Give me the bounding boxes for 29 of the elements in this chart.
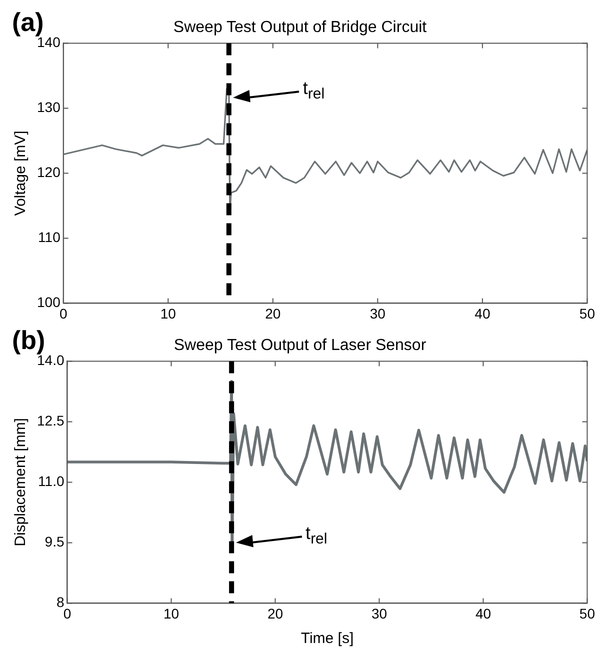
ref-line-label: t$_{rel}$ (302, 78, 325, 104)
x-tick-label: 30 (371, 605, 388, 622)
x-tick-label: 20 (265, 305, 281, 322)
y-axis-title: Voltage [mV] (12, 130, 30, 216)
y-tick-label: 11.0 (38, 473, 64, 490)
x-tick-label: 30 (370, 305, 386, 322)
x-tick-label: 40 (475, 605, 492, 622)
chart-title: Sweep Test Output of Laser Sensor (174, 337, 427, 354)
x-axis-title: Time [s] (300, 630, 354, 648)
y-axis-title: Displacement [mm] (12, 418, 30, 546)
text: (b) (12, 325, 46, 356)
y-tick-label: 110 (38, 229, 61, 246)
x-tick-label: 0 (59, 305, 68, 322)
x-tick-label: 50 (579, 305, 596, 322)
ref-line-label: t$_{rel}$ (306, 522, 328, 550)
y-tick-label: 9.5 (44, 534, 64, 550)
x-tick-label: 0 (63, 605, 72, 622)
x-tick-label: 20 (267, 605, 284, 622)
x-tick-label: 40 (474, 305, 490, 322)
chart-title: Sweep Test Output of Bridge Circuit (173, 19, 428, 36)
y-tick-label: 12.5 (37, 412, 64, 429)
x-tick-label: 50 (579, 605, 596, 622)
text: (a) (12, 7, 44, 38)
x-tick-label: 10 (160, 305, 176, 322)
y-tick-label: 8 (56, 594, 64, 610)
y-tick-label: 130 (37, 99, 61, 116)
y-tick-label: 100 (37, 294, 61, 310)
y-tick-label: 120 (37, 164, 61, 180)
x-tick-label: 10 (163, 605, 180, 622)
